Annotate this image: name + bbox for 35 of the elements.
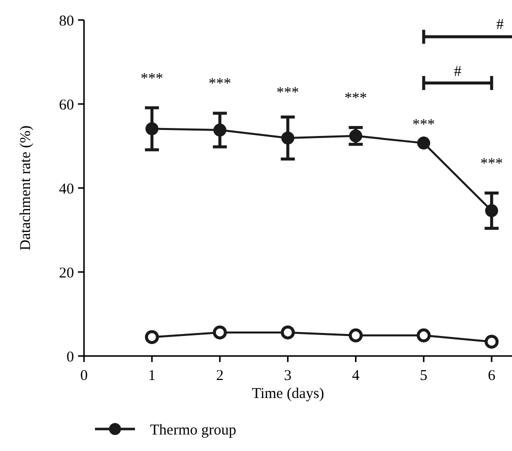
point: [417, 136, 430, 150]
y-tick-label: 20: [59, 265, 74, 282]
x-tick-label: 6: [488, 368, 496, 384]
x-tick-label: 0: [80, 368, 88, 384]
x-axis-title: Time (days): [252, 386, 324, 402]
point: [281, 132, 294, 145]
x-tick-label: 4: [352, 368, 360, 384]
y-tick-label: 40: [59, 181, 74, 198]
annotation: #: [454, 64, 462, 80]
point: [213, 124, 226, 137]
annotation: ***: [140, 70, 164, 87]
point: [212, 325, 227, 340]
y-tick-label: 0: [66, 349, 74, 366]
point: [349, 129, 362, 142]
point: [280, 325, 295, 340]
annotation: ***: [276, 85, 300, 102]
annotation: ***: [480, 156, 503, 172]
annotation: ***: [344, 90, 367, 107]
point: [484, 334, 499, 349]
point: [144, 330, 159, 344]
y-tick-label: 80: [59, 13, 74, 30]
point: [145, 122, 158, 136]
point: [485, 204, 498, 218]
annotation: ***: [208, 76, 232, 92]
x-tick-label: 3: [284, 368, 292, 384]
annotation: #: [496, 16, 504, 33]
x-tick-label: 1: [148, 368, 156, 384]
annotation: ***: [412, 117, 435, 134]
legend-label: Thermo group: [150, 422, 236, 438]
point: [348, 328, 363, 342]
x-tick-label: 2: [216, 368, 224, 384]
x-tick-label: 5: [420, 368, 428, 384]
y-axis-title: Datachment rate (%): [18, 126, 34, 250]
point: [416, 328, 431, 342]
y-tick-label: 60: [59, 97, 74, 114]
